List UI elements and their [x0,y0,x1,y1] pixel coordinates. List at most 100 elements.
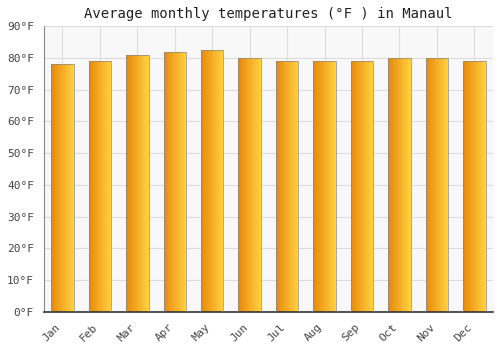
Bar [178,52,179,312]
Bar [146,55,147,312]
Bar [296,61,297,312]
Bar [355,61,356,312]
Bar [239,58,240,312]
Bar [244,58,245,312]
Bar [126,55,127,312]
Bar [356,61,357,312]
Bar [481,61,482,312]
Bar [474,61,475,312]
Bar [439,58,440,312]
Bar [444,58,446,312]
Bar [397,58,398,312]
Bar [370,61,371,312]
Bar [391,58,392,312]
Bar [388,58,410,312]
Bar [434,58,435,312]
Bar [388,58,389,312]
Bar [183,52,184,312]
Bar [478,61,479,312]
Bar [64,64,65,312]
Bar [294,61,295,312]
Bar [291,61,292,312]
Bar [408,58,409,312]
Bar [164,52,186,312]
Bar [205,50,206,312]
Bar [401,58,402,312]
Bar [278,61,279,312]
Bar [243,58,244,312]
Bar [91,61,92,312]
Title: Average monthly temperatures (°F ) in Manaul: Average monthly temperatures (°F ) in Ma… [84,7,452,21]
Bar [89,61,90,312]
Bar [359,61,360,312]
Bar [211,50,212,312]
Bar [66,64,67,312]
Bar [167,52,168,312]
Bar [172,52,173,312]
Bar [475,61,476,312]
Bar [60,64,62,312]
Bar [363,61,364,312]
Bar [240,58,241,312]
Bar [354,61,355,312]
Bar [247,58,248,312]
Bar [367,61,368,312]
Bar [217,50,218,312]
Bar [403,58,404,312]
Bar [322,61,323,312]
Bar [208,50,209,312]
Bar [204,50,205,312]
Bar [71,64,72,312]
Bar [103,61,104,312]
Bar [292,61,294,312]
Bar [182,52,183,312]
Bar [440,58,441,312]
Bar [361,61,362,312]
Bar [53,64,54,312]
Bar [207,50,208,312]
Bar [102,61,103,312]
Bar [287,61,288,312]
Bar [314,61,336,312]
Bar [206,50,207,312]
Bar [479,61,480,312]
Bar [56,64,57,312]
Bar [126,55,148,312]
Bar [107,61,108,312]
Bar [435,58,436,312]
Bar [238,58,261,312]
Bar [98,61,100,312]
Bar [334,61,335,312]
Bar [319,61,320,312]
Bar [314,61,315,312]
Bar [134,55,135,312]
Bar [222,50,223,312]
Bar [398,58,399,312]
Bar [325,61,326,312]
Bar [67,64,68,312]
Bar [54,64,55,312]
Bar [283,61,284,312]
Bar [353,61,354,312]
Bar [109,61,110,312]
Bar [404,58,405,312]
Bar [201,50,202,312]
Bar [362,61,363,312]
Bar [201,50,224,312]
Bar [463,61,485,312]
Bar [350,61,373,312]
Bar [260,58,261,312]
Bar [140,55,141,312]
Bar [168,52,169,312]
Bar [357,61,358,312]
Bar [62,64,63,312]
Bar [477,61,478,312]
Bar [427,58,428,312]
Bar [144,55,145,312]
Bar [133,55,134,312]
Bar [297,61,298,312]
Bar [58,64,59,312]
Bar [316,61,317,312]
Bar [142,55,143,312]
Bar [51,64,74,312]
